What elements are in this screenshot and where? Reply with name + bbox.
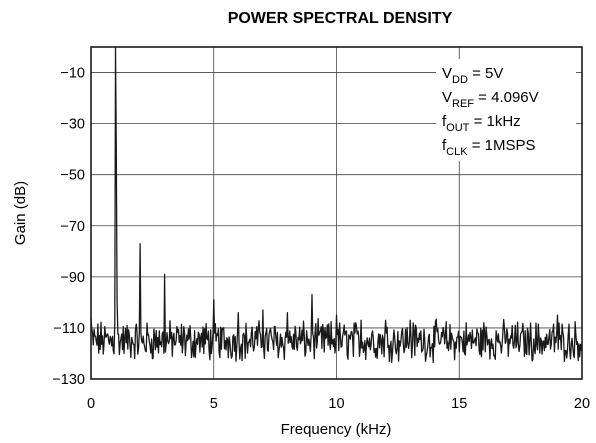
- annotation-line: fOUT = 1kHz: [442, 113, 521, 134]
- x-tick-label: 0: [87, 396, 95, 412]
- annotation-line: VDD = 5V: [442, 65, 503, 86]
- annotation-line: fCLK = 1MSPS: [442, 137, 536, 158]
- y-tick-label: −50: [60, 168, 85, 184]
- y-axis-label: Gain (dB): [12, 181, 29, 245]
- trace-group: [90, 46, 583, 364]
- annotation-background: [436, 59, 576, 161]
- y-tick-labels: −10 −30 −50 −70 −90 −110 −130: [52, 66, 85, 388]
- x-tick-label: 10: [328, 396, 344, 412]
- x-tick-label: 15: [451, 396, 467, 412]
- x-tick-labels: 0 5 10 15 20: [87, 396, 590, 412]
- annotation-box: VDD = 5V VREF = 4.096V fOUT = 1kHz fCLK = 1…: [436, 59, 576, 161]
- plot-frame: [90, 46, 583, 380]
- annotation-line: VREF = 4.096V: [442, 89, 539, 110]
- spectrum-trace: [90, 46, 583, 364]
- y-tick-label: −90: [60, 270, 85, 286]
- chart-title: POWER SPECTRAL DENSITY: [228, 10, 453, 27]
- y-tick-label: −30: [60, 117, 85, 133]
- x-tick-label: 20: [574, 396, 590, 412]
- y-tick-label: −130: [52, 372, 85, 388]
- x-tick-label: 5: [210, 396, 218, 412]
- y-tick-label: −70: [60, 219, 85, 235]
- x-axis-label: Frequency (kHz): [281, 421, 392, 438]
- y-tick-label: −110: [53, 321, 85, 337]
- y-tick-label: −10: [60, 66, 85, 82]
